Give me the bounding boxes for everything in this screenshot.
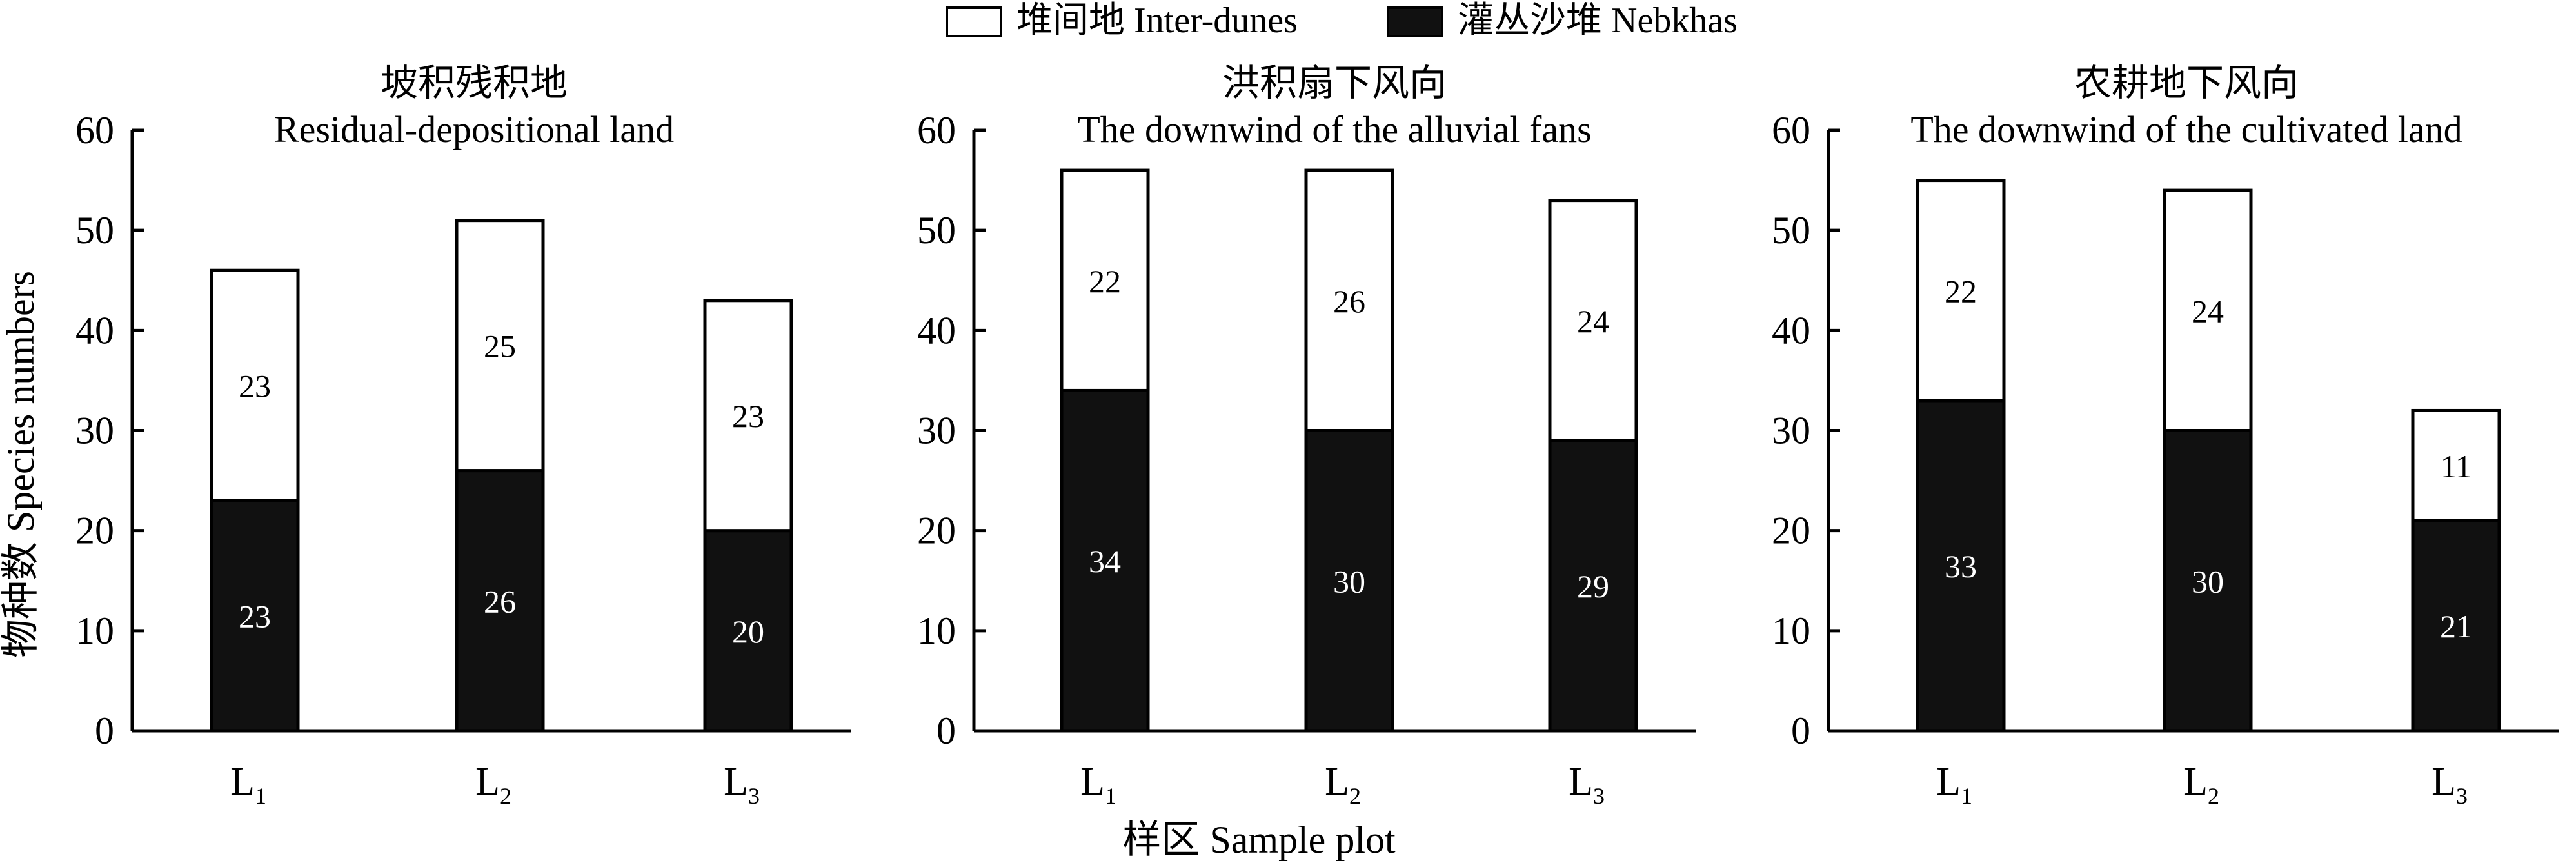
data-label-inter-dunes: 24 bbox=[2192, 293, 2224, 329]
y-tick-label: 30 bbox=[1772, 410, 1810, 452]
legend: 堆间地 Inter-dunes 灌丛沙堆 Nebkhas bbox=[946, 1, 1738, 41]
data-label-nebkhas: 20 bbox=[732, 613, 764, 650]
y-axis-label: 物种数 Species numbers bbox=[0, 271, 42, 658]
y-tick-label: 30 bbox=[75, 410, 114, 452]
y-tick-label: 20 bbox=[917, 510, 956, 552]
y-tick-label: 30 bbox=[917, 410, 956, 452]
x-tick-label: L1 bbox=[230, 760, 266, 809]
x-tick-label: L2 bbox=[2183, 760, 2219, 809]
panel-title-en: Residual-depositional land bbox=[274, 108, 674, 150]
panel-title-en: The downwind of the alluvial fans bbox=[1077, 108, 1591, 150]
data-label-nebkhas: 21 bbox=[2440, 608, 2472, 644]
legend-label-nebkhas: 灌丛沙堆 Nebkhas bbox=[1458, 1, 1738, 41]
x-tick-label: L3 bbox=[2432, 760, 2468, 809]
y-tick-label: 0 bbox=[936, 710, 956, 752]
panel-title-en: The downwind of the cultivated land bbox=[1910, 108, 2462, 150]
bar-nebkhas bbox=[1060, 388, 1150, 733]
bar-nebkhas bbox=[1548, 439, 1638, 733]
bar-inter-dunes bbox=[210, 268, 300, 502]
y-tick-label: 50 bbox=[1772, 209, 1810, 252]
bar-inter-dunes bbox=[1916, 179, 2006, 403]
x-tick-label: L1 bbox=[1936, 760, 1972, 809]
x-tick-label: L3 bbox=[724, 760, 760, 809]
data-label-inter-dunes: 23 bbox=[239, 368, 271, 404]
y-tick-label: 0 bbox=[95, 710, 114, 752]
panel-title-cn: 农耕地下风向 bbox=[2074, 62, 2299, 104]
y-tick-label: 60 bbox=[1772, 109, 1810, 152]
panel-title-cn: 坡积残积地 bbox=[381, 62, 568, 104]
panel-title-cn: 洪积扇下风向 bbox=[1222, 62, 1447, 104]
data-label-inter-dunes: 11 bbox=[2441, 448, 2472, 484]
data-label-inter-dunes: 24 bbox=[1577, 303, 1609, 339]
y-tick-label: 20 bbox=[75, 510, 114, 552]
data-label-nebkhas: 34 bbox=[1089, 543, 1121, 579]
x-tick-label: L1 bbox=[1080, 760, 1116, 809]
bar-nebkhas bbox=[1304, 429, 1394, 733]
y-tick-label: 10 bbox=[75, 610, 114, 652]
x-tick-label: L2 bbox=[1325, 760, 1361, 809]
bar-inter-dunes bbox=[703, 299, 793, 533]
bar-inter-dunes bbox=[1060, 168, 1150, 392]
data-label-nebkhas: 26 bbox=[484, 583, 516, 619]
x-tick-label: L3 bbox=[1569, 760, 1605, 809]
y-tick-label: 10 bbox=[1772, 610, 1810, 652]
bar-nebkhas bbox=[2163, 429, 2253, 733]
legend-swatch-nebkhas bbox=[1387, 6, 1443, 37]
x-tick-label: L2 bbox=[475, 760, 511, 809]
y-tick-label: 20 bbox=[1772, 510, 1810, 552]
data-label-nebkhas: 30 bbox=[1333, 563, 1365, 599]
data-label-inter-dunes: 23 bbox=[732, 398, 764, 434]
y-tick-label: 50 bbox=[75, 209, 114, 252]
bar-inter-dunes bbox=[1304, 168, 1394, 432]
y-tick-label: 10 bbox=[917, 610, 956, 652]
data-label-nebkhas: 30 bbox=[2192, 563, 2224, 599]
legend-label-inter-dunes: 堆间地 Inter-dunes bbox=[1016, 1, 1298, 41]
y-tick-label: 40 bbox=[917, 309, 956, 352]
bar-nebkhas bbox=[2411, 519, 2501, 733]
data-label-inter-dunes: 22 bbox=[1089, 263, 1121, 299]
y-tick-label: 50 bbox=[917, 209, 956, 252]
y-tick-label: 40 bbox=[1772, 309, 1810, 352]
data-label-inter-dunes: 26 bbox=[1333, 283, 1365, 319]
x-axis-label: 样区 Sample plot bbox=[1122, 819, 1396, 861]
data-label-inter-dunes: 22 bbox=[1945, 273, 1977, 309]
bar-inter-dunes bbox=[455, 219, 545, 473]
data-label-nebkhas: 29 bbox=[1577, 568, 1609, 604]
bar-inter-dunes bbox=[2411, 408, 2501, 522]
data-label-nebkhas: 33 bbox=[1945, 548, 1977, 584]
data-label-nebkhas: 23 bbox=[239, 599, 271, 635]
y-tick-label: 60 bbox=[75, 109, 114, 152]
bar-nebkhas bbox=[1916, 399, 2006, 733]
y-tick-label: 40 bbox=[75, 309, 114, 352]
legend-swatch-inter-dunes bbox=[946, 6, 1002, 37]
y-tick-label: 60 bbox=[917, 109, 956, 152]
bar-inter-dunes bbox=[2163, 188, 2253, 432]
y-tick-label: 0 bbox=[1791, 710, 1810, 752]
bar-inter-dunes bbox=[1548, 199, 1638, 442]
data-label-inter-dunes: 25 bbox=[484, 328, 516, 364]
